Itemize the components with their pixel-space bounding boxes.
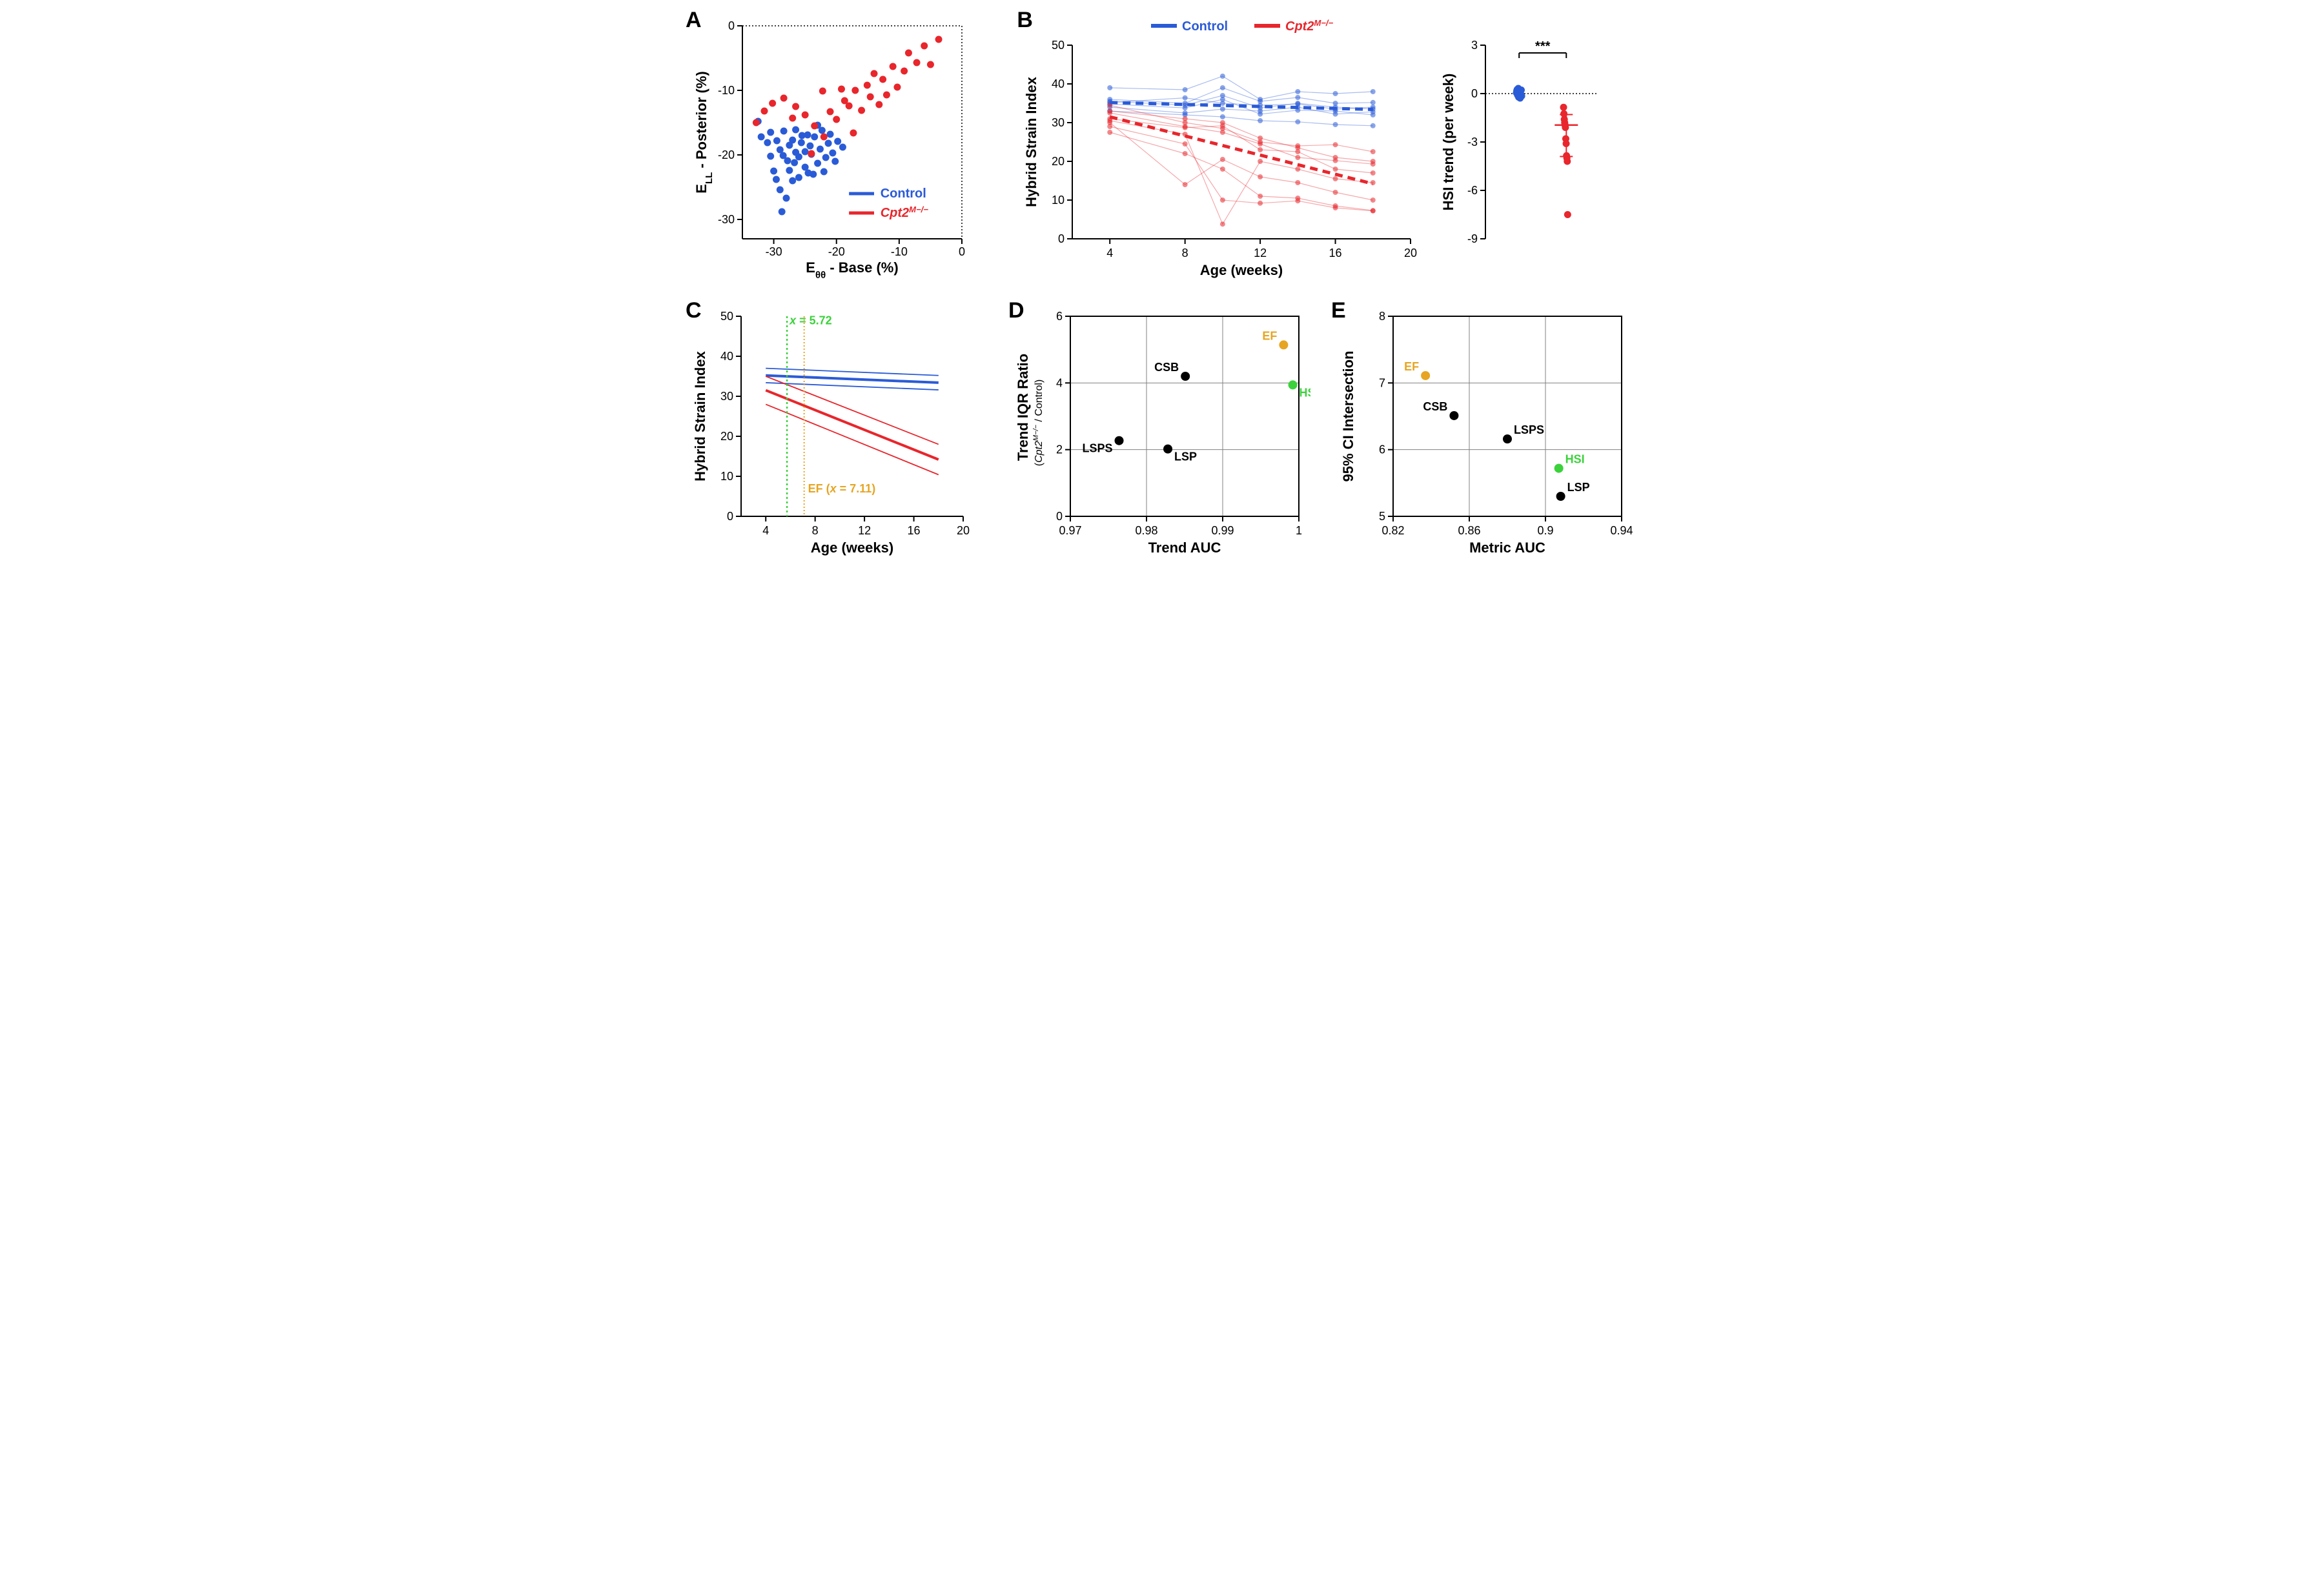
svg-text:0: 0	[1056, 510, 1063, 523]
panel-a-label: A	[686, 8, 702, 33]
svg-text:50: 50	[1052, 39, 1065, 52]
svg-text:Trend IQR Ratio: Trend IQR Ratio	[1015, 354, 1031, 461]
panel-c-chart: 4 8 12 16 20 0 10 20 30 40 50 x = 5.72 EF (x = 7.11)…	[691, 303, 975, 562]
svg-text:0: 0	[1471, 87, 1478, 100]
panel-a-legend: Control Cpt2M−/−	[849, 187, 928, 220]
svg-text:ELL - Posterior (%): ELL - Posterior (%)	[693, 71, 715, 193]
svg-text:40: 40	[1052, 77, 1065, 90]
svg-text:8: 8	[1182, 247, 1188, 259]
svg-text:6: 6	[1056, 310, 1063, 323]
svg-text:-30: -30	[766, 245, 782, 258]
svg-text:20: 20	[1052, 155, 1065, 168]
svg-text:1: 1	[1296, 524, 1302, 537]
svg-text:Hybrid Strain Index: Hybrid Strain Index	[1023, 76, 1039, 207]
panel-b-left-chart: Control Cpt2M−/− 4 8 12 16 20 0 10 20 30 40 50 Age (w…	[1022, 13, 1422, 284]
svg-text:5: 5	[1379, 510, 1385, 523]
svg-text:4: 4	[1056, 376, 1063, 389]
figure-container: A -30-20-100-30-20-100ControlCpt2M−/−Eθθ…	[691, 13, 1633, 562]
svg-text:CSB: CSB	[1154, 361, 1179, 374]
svg-text:-9: -9	[1467, 232, 1478, 245]
panel-a-chart: -30 -20 -10 0 -30 -20 -10 0 Control Cpt2M−/− Eθθ -…	[691, 13, 975, 284]
svg-text:16: 16	[908, 524, 921, 537]
svg-text:50: 50	[720, 310, 733, 323]
svg-text:LSP: LSP	[1567, 481, 1590, 494]
svg-text:0: 0	[727, 510, 733, 523]
svg-text:0.94: 0.94	[1610, 524, 1633, 537]
svg-text:0.86: 0.86	[1458, 524, 1480, 537]
svg-text:-6: -6	[1467, 184, 1478, 197]
svg-text:7: 7	[1379, 376, 1385, 389]
svg-text:LSPS: LSPS	[1514, 423, 1544, 436]
svg-text:0: 0	[1058, 232, 1065, 245]
svg-text:HSI: HSI	[1565, 453, 1585, 466]
svg-text:8: 8	[812, 524, 819, 537]
svg-text:-10: -10	[718, 84, 735, 97]
svg-text:20: 20	[720, 430, 733, 443]
svg-text:0.99: 0.99	[1211, 524, 1234, 537]
svg-text:Age (weeks): Age (weeks)	[811, 540, 893, 556]
svg-text:-20: -20	[828, 245, 845, 258]
svg-text:LSPS: LSPS	[1083, 442, 1113, 455]
panel-b-right-chart: -9 -6 -3 0 3 *** HSI trend (per week)	[1442, 13, 1609, 284]
svg-text:95% CI Intersection: 95% CI Intersection	[1340, 351, 1356, 482]
svg-text:***: ***	[1535, 39, 1551, 54]
panel-c-label: C	[686, 298, 702, 323]
svg-text:4: 4	[762, 524, 769, 537]
panel-d-chart: 0.97 0.98 0.99 1 0 2 4 6 LSPS LSP CSB EF HSI Trend AU…	[1014, 303, 1310, 562]
panel-e-label: E	[1331, 298, 1346, 323]
svg-text:EF: EF	[1404, 360, 1419, 373]
svg-text:(Cpt2M−/− / Control): (Cpt2M−/− / Control)	[1032, 380, 1045, 466]
panel-b: B ControlCpt2M−/−4812162001020304050Age …	[1022, 13, 1633, 284]
svg-text:Cpt2M−/−: Cpt2M−/−	[1285, 18, 1333, 34]
svg-text:HSI: HSI	[1300, 386, 1310, 399]
svg-text:40: 40	[720, 350, 733, 363]
panel-a: A -30-20-100-30-20-100ControlCpt2M−/−Eθθ…	[691, 13, 996, 284]
svg-text:30: 30	[720, 390, 733, 403]
svg-text:Control: Control	[881, 187, 926, 201]
svg-text:-20: -20	[718, 148, 735, 161]
svg-text:20: 20	[1404, 247, 1417, 259]
svg-text:2: 2	[1056, 443, 1063, 456]
svg-text:Eθθ - Base (%): Eθθ - Base (%)	[806, 259, 898, 281]
svg-text:Trend AUC: Trend AUC	[1148, 540, 1221, 556]
svg-text:10: 10	[720, 470, 733, 483]
svg-text:0.82: 0.82	[1381, 524, 1404, 537]
svg-text:0.9: 0.9	[1537, 524, 1553, 537]
panel-b-label: B	[1017, 8, 1033, 33]
svg-text:Age (weeks): Age (weeks)	[1200, 262, 1283, 278]
svg-text:Control: Control	[1182, 19, 1228, 34]
svg-text:0.98: 0.98	[1135, 524, 1157, 537]
svg-text:Metric AUC: Metric AUC	[1469, 540, 1545, 556]
svg-text:LSP: LSP	[1174, 450, 1197, 463]
svg-text:CSB: CSB	[1423, 400, 1447, 413]
svg-text:8: 8	[1379, 310, 1385, 323]
svg-text:6: 6	[1379, 443, 1385, 456]
svg-text:20: 20	[957, 524, 970, 537]
svg-text:12: 12	[1254, 247, 1267, 259]
svg-text:3: 3	[1471, 39, 1478, 52]
panel-d: D 0.970.980.9910246LSPSLSPCSBEFHSITrend …	[1014, 303, 1310, 562]
svg-text:0: 0	[959, 245, 965, 258]
svg-text:12: 12	[858, 524, 871, 537]
svg-text:EF (x = 7.11): EF (x = 7.11)	[808, 482, 876, 495]
svg-text:10: 10	[1052, 194, 1065, 207]
panel-c: C 4812162001020304050x = 5.72EF (x = 7.1…	[691, 303, 988, 562]
panel-d-label: D	[1008, 298, 1024, 323]
svg-text:-10: -10	[891, 245, 908, 258]
svg-text:Cpt2M−/−: Cpt2M−/−	[881, 205, 928, 221]
svg-text:4: 4	[1107, 247, 1114, 259]
svg-text:EF: EF	[1262, 329, 1277, 342]
svg-text:Hybrid Strain Index: Hybrid Strain Index	[692, 350, 708, 481]
panel-e-chart: 0.82 0.86 0.9 0.94 5 6 7 8 EF CSB LSPS HSI LSP Metric…	[1336, 303, 1633, 562]
svg-text:30: 30	[1052, 116, 1065, 129]
svg-text:0.97: 0.97	[1059, 524, 1081, 537]
panel-b-legend: Control Cpt2M−/−	[1151, 18, 1333, 34]
svg-text:16: 16	[1329, 247, 1342, 259]
panel-e: E 0.820.860.90.945678EFCSBLSPSHSILSPMetr…	[1336, 303, 1633, 562]
svg-text:-3: -3	[1467, 136, 1478, 148]
svg-text:-30: -30	[718, 213, 735, 226]
svg-text:0: 0	[728, 19, 735, 32]
svg-text:x = 5.72: x = 5.72	[789, 314, 832, 327]
svg-text:HSI trend (per week): HSI trend (per week)	[1442, 74, 1456, 211]
